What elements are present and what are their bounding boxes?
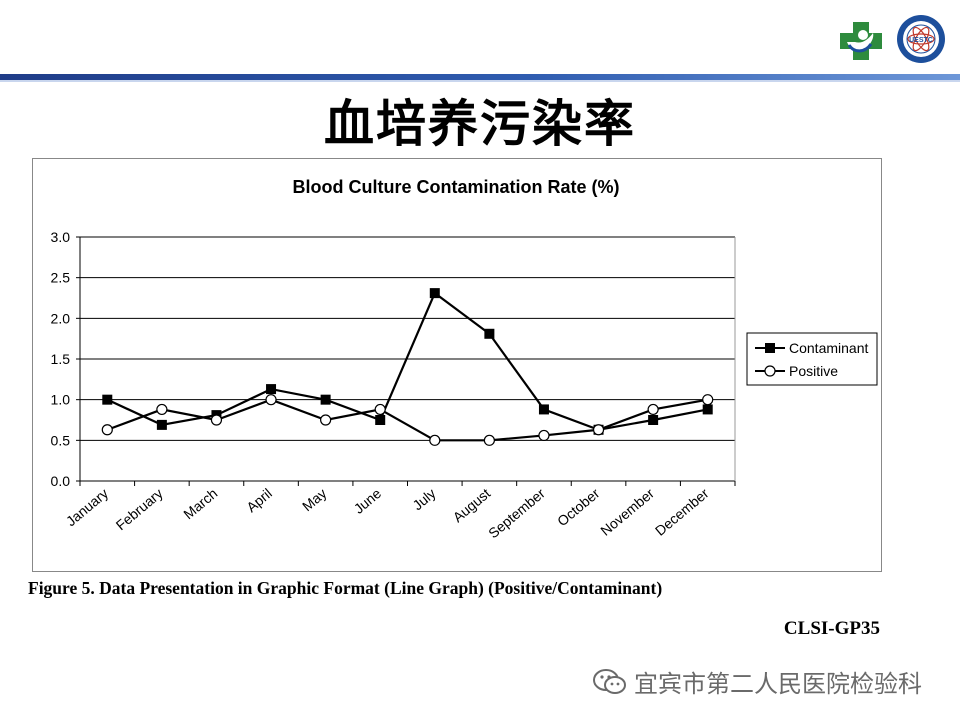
x-tick-label: May <box>299 485 330 514</box>
slide-title: 血培养污染率 <box>324 95 636 153</box>
data-point-contaminant <box>375 415 386 425</box>
chart-frame: Blood Culture Contamination Rate (%) 0.0… <box>32 158 882 572</box>
data-point-positive <box>156 403 168 416</box>
y-tick-label: 1.0 <box>51 392 71 408</box>
x-tick-label: April <box>243 485 275 515</box>
data-point-positive <box>483 434 495 446</box>
chart-title: Blood Culture Contamination Rate (%) <box>293 177 620 197</box>
data-point-contaminant <box>702 404 713 415</box>
chart-grid <box>76 236 736 486</box>
data-point-positive <box>429 434 441 446</box>
x-tick-label: January <box>63 485 111 529</box>
data-point-contaminant <box>538 404 549 415</box>
x-tick-label: July <box>409 485 438 513</box>
legend-marker <box>765 343 775 353</box>
chart-legend: Contaminant Positive <box>746 332 878 386</box>
data-point-positive <box>101 424 113 436</box>
x-tick-label: October <box>554 485 603 529</box>
seal-text: UESTC <box>909 37 933 44</box>
data-point-contaminant <box>429 288 440 299</box>
y-tick-label: 2.5 <box>51 270 71 286</box>
line-chart: Blood Culture Contamination Rate (%) 0.0… <box>51 177 878 541</box>
data-point-positive <box>210 414 223 426</box>
data-point-positive <box>702 394 714 406</box>
x-tick-label: September <box>485 485 548 541</box>
hospital-cross-logo-icon <box>840 22 882 60</box>
wechat-icon <box>593 668 626 694</box>
y-tick-label: 0.0 <box>51 473 71 489</box>
data-point-positive <box>647 403 659 416</box>
header-rule <box>0 74 960 80</box>
series-line-contaminant <box>106 291 708 431</box>
y-tick-label: 0.5 <box>51 432 71 448</box>
data-point-positive <box>320 414 332 426</box>
y-tick-label: 3.0 <box>51 229 71 245</box>
x-tick-label: August <box>450 485 494 525</box>
y-axis-ticks: 0.0 0.5 1.0 1.5 2.0 2.5 3.0 <box>51 229 71 489</box>
data-point-contaminant <box>648 415 659 425</box>
y-tick-label: 1.5 <box>51 351 71 367</box>
watermark-text: 宜宾市第二人民医院检验科 <box>634 670 922 698</box>
data-point-positive <box>374 403 386 416</box>
x-tick-label: March <box>180 485 220 522</box>
figure-caption: Figure 5. Data Presentation in Graphic F… <box>28 578 663 598</box>
data-point-contaminant <box>266 384 277 395</box>
data-point-positive <box>265 394 277 406</box>
x-tick-label: February <box>113 485 166 533</box>
data-point-positive <box>538 429 550 442</box>
x-tick-label: November <box>597 485 657 539</box>
y-tick-label: 2.0 <box>51 310 71 326</box>
data-point-contaminant <box>156 419 167 430</box>
university-seal-icon: UESTC <box>897 15 945 63</box>
data-point-positive <box>592 424 605 436</box>
x-axis-ticks: January February March April May June July Augu… <box>63 485 712 541</box>
legend-label: Contaminant <box>789 340 868 356</box>
x-tick-label: December <box>652 485 712 539</box>
watermark: 宜宾市第二人民医院检验科 <box>592 664 922 699</box>
header-rule-light <box>0 80 960 82</box>
data-point-contaminant <box>484 328 495 339</box>
data-point-contaminant <box>320 394 331 405</box>
source-label: CLSI-GP35 <box>783 618 880 639</box>
legend-marker <box>764 365 776 377</box>
x-tick-label: June <box>351 485 385 517</box>
series-line-positive <box>106 398 708 442</box>
data-point-contaminant <box>102 394 113 405</box>
chart-series <box>101 288 714 446</box>
legend-label: Positive <box>789 363 838 379</box>
